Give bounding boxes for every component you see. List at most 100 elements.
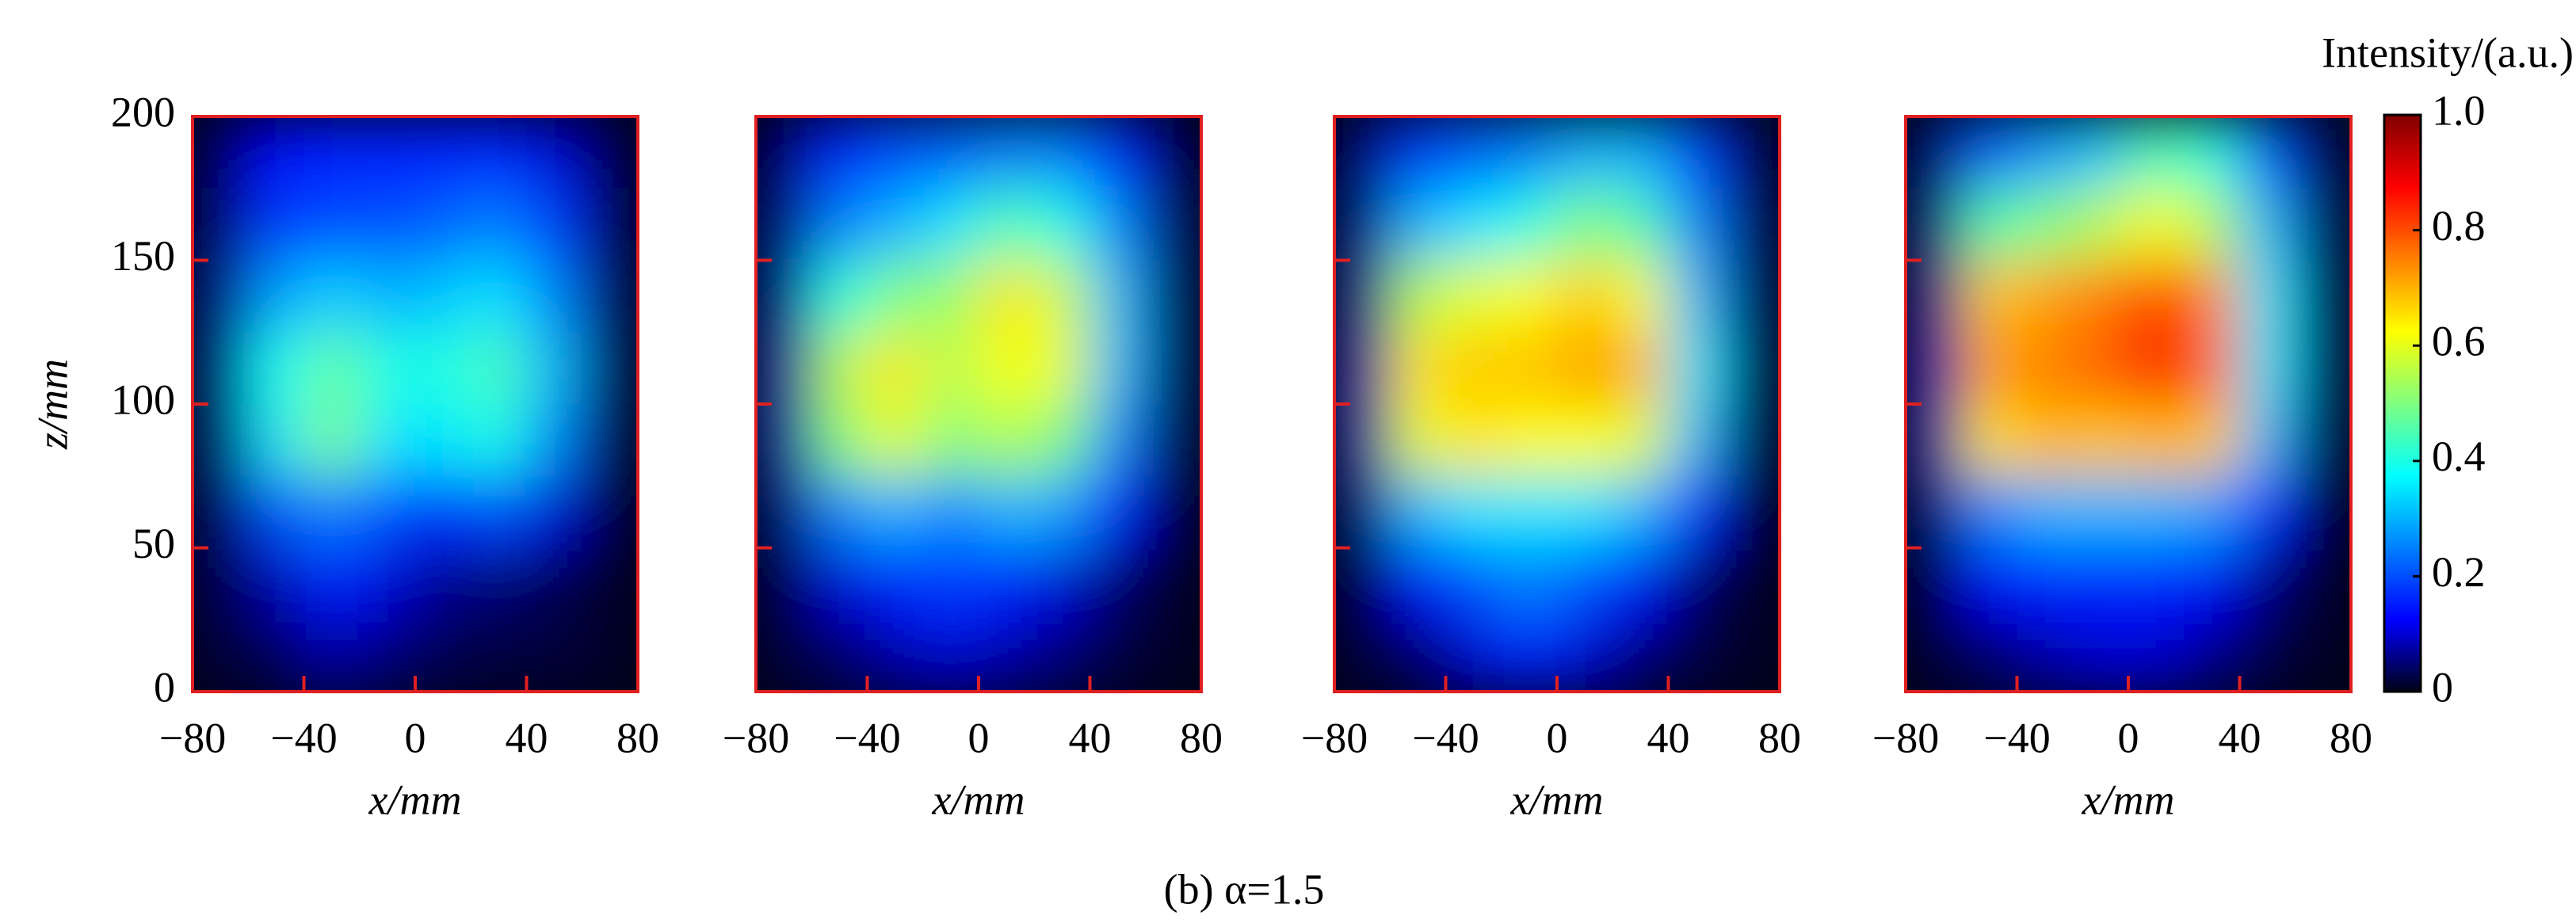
- heatmap-cells: [756, 116, 1201, 692]
- heatmap-cell: [2072, 620, 2129, 692]
- heatmap-cells: [1906, 116, 2351, 692]
- x-tick-label: −40: [834, 714, 900, 761]
- heatmap-cell: [582, 116, 638, 189]
- heatmap-cell: [811, 404, 868, 477]
- heatmap-cell: [2184, 332, 2240, 405]
- heatmap-cell: [1612, 116, 1669, 189]
- heatmap-cell: [1668, 404, 1725, 477]
- heatmap-cell: [2128, 332, 2185, 405]
- heatmap-cell: [1334, 620, 1391, 692]
- heatmap-cell: [922, 404, 979, 477]
- heatmap-cell: [1034, 188, 1090, 261]
- heatmap-cell: [1668, 260, 1725, 333]
- heatmap-cell: [582, 475, 638, 548]
- colorbar: [2383, 113, 2422, 693]
- heatmap-cell: [1145, 404, 1201, 477]
- heatmap-cell: [1445, 547, 1502, 620]
- heatmap-cell: [359, 188, 416, 261]
- heatmap-cell: [1334, 547, 1391, 620]
- heatmap-cell: [1034, 332, 1090, 405]
- heatmap-cell: [1557, 332, 1613, 405]
- heatmap-cell: [1906, 475, 1962, 548]
- heatmap-cell: [1090, 260, 1147, 333]
- heatmap-cell: [1557, 547, 1613, 620]
- heatmap-cell: [1501, 260, 1558, 333]
- x-tick-label: −80: [723, 714, 789, 761]
- heatmap-cell: [2239, 547, 2296, 620]
- heatmap-cell: [415, 404, 471, 477]
- heatmap-cell: [471, 260, 527, 333]
- x-tick-label: 0: [968, 714, 990, 761]
- heatmap-cell: [303, 116, 361, 189]
- heatmap-cell: [1612, 475, 1669, 548]
- heatmap-cell: [811, 188, 868, 261]
- heatmap-cell: [2184, 475, 2240, 548]
- heatmap-cell: [303, 404, 361, 477]
- heatmap-cell: [1557, 620, 1613, 692]
- heatmap-cell: [415, 116, 471, 189]
- heatmap-cell: [248, 188, 304, 261]
- x-tick-label: 0: [405, 714, 426, 761]
- heatmap-cell: [1034, 404, 1090, 477]
- heatmap: [756, 116, 1201, 692]
- heatmap-cell: [582, 188, 638, 261]
- heatmap-cell: [1145, 116, 1201, 189]
- heatmap-cell: [1668, 620, 1725, 692]
- heatmap-cell: [1501, 404, 1558, 477]
- heatmap-cell: [2017, 404, 2074, 477]
- x-tick-label: −40: [270, 714, 337, 761]
- heatmap-cell: [979, 260, 1035, 333]
- heatmap-cell: [582, 332, 638, 405]
- heatmap-cell: [193, 404, 249, 477]
- heatmap-cell: [193, 332, 249, 405]
- heatmap-cell: [1501, 620, 1558, 692]
- x-axis-label: x/mm: [2082, 776, 2175, 823]
- heatmap-cell: [756, 620, 812, 692]
- heatmap-cell: [2128, 404, 2185, 477]
- heatmap: [1334, 116, 1780, 692]
- y-tick-label: 0: [154, 663, 175, 711]
- heatmap-cell: [1445, 260, 1502, 333]
- heatmap-cell: [359, 404, 416, 477]
- heatmap-cell: [526, 620, 583, 692]
- heatmap-cell: [1557, 404, 1613, 477]
- heatmap-cell: [1334, 404, 1391, 477]
- heatmap-cell: [2128, 475, 2185, 548]
- heatmap-cell: [2017, 620, 2074, 692]
- heatmap-cell: [756, 116, 812, 189]
- heatmap-cell: [1723, 404, 1780, 477]
- heatmap-cell: [922, 188, 979, 261]
- colorbar-tick-label: 0.2: [2432, 548, 2486, 596]
- heatmap-cell: [979, 620, 1035, 692]
- heatmap-cell: [811, 475, 868, 548]
- heatmap-cell: [1906, 116, 1962, 189]
- heatmap-cell: [2295, 404, 2351, 477]
- heatmap-cell: [1723, 332, 1780, 405]
- heatmap-cell: [2072, 116, 2129, 189]
- heatmap-cell: [303, 260, 361, 333]
- heatmap-cell: [193, 547, 249, 620]
- heatmap-cell: [867, 332, 924, 405]
- heatmap-cell: [1034, 620, 1090, 692]
- heatmap-cell: [1612, 547, 1669, 620]
- heatmap-cell: [193, 620, 249, 692]
- heatmap-cell: [811, 332, 868, 405]
- heatmap-cell: [2017, 188, 2074, 261]
- heatmap-cell: [1612, 260, 1669, 333]
- heatmap-cell: [2295, 260, 2351, 333]
- heatmap: [1906, 116, 2351, 692]
- heatmap-cell: [1723, 188, 1780, 261]
- heatmap-cell: [303, 332, 361, 405]
- heatmap-cell: [582, 260, 638, 333]
- heatmap-cells: [193, 116, 638, 692]
- heatmap-cell: [1145, 620, 1201, 692]
- heatmap-cell: [2239, 332, 2296, 405]
- heatmap-cell: [1557, 116, 1613, 189]
- heatmap-cell: [2184, 188, 2240, 261]
- heatmap-cell: [303, 547, 361, 620]
- heatmap-cell: [756, 475, 812, 548]
- heatmap-cell: [359, 260, 416, 333]
- heatmap-cell: [979, 116, 1035, 189]
- heatmap-cell: [1612, 188, 1669, 261]
- heatmap-cell: [415, 260, 471, 333]
